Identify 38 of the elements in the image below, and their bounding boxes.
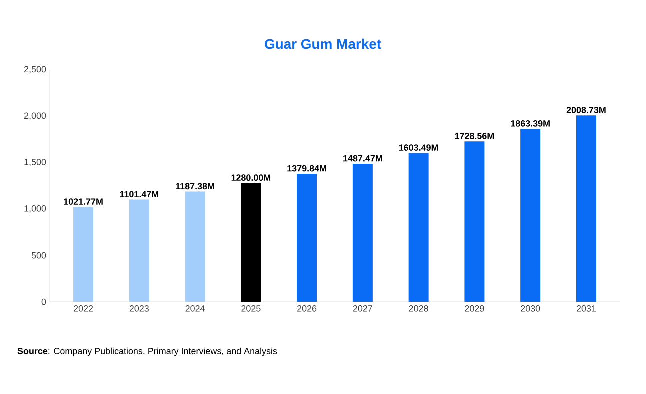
chart-title: Guar Gum Market xyxy=(265,38,382,50)
bar xyxy=(129,200,150,302)
text: Source: Company Publications, Primary Interviews, and Analysis xyxy=(18,348,278,356)
y-tick-label: 1,000 xyxy=(24,205,46,213)
y-tick-label: 2,500 xyxy=(24,66,46,74)
data-label: 2008.73M xyxy=(566,107,606,114)
data-label: 1379.84M xyxy=(288,165,326,172)
bar xyxy=(464,142,485,302)
bar xyxy=(520,129,541,302)
data-label: 1863.39M xyxy=(511,120,550,127)
y-tick-label: 500 xyxy=(32,252,46,259)
y-tick-label: 1,500 xyxy=(24,159,46,166)
bar xyxy=(241,183,262,302)
bar xyxy=(297,174,318,302)
data-label: 1021.77M xyxy=(64,198,103,205)
bar xyxy=(74,207,94,302)
x-tick-label: 2027 xyxy=(353,306,372,312)
x-tick-label: 2023 xyxy=(130,306,149,312)
bar xyxy=(352,164,373,302)
x-tick-label: 2031 xyxy=(576,306,596,312)
bar xyxy=(408,153,429,302)
x-tick-label: 2030 xyxy=(521,306,540,312)
y-tick-label: 2,000 xyxy=(24,112,46,120)
x-tick-label: 2022 xyxy=(74,306,94,312)
y-tick-label: 0 xyxy=(42,298,46,306)
data-label: 1487.47M xyxy=(344,155,382,162)
data-label: 1603.49M xyxy=(399,144,438,151)
data-label: 1728.56M xyxy=(455,133,494,140)
x-tick-label: 2028 xyxy=(409,306,428,312)
x-tick-label: 2029 xyxy=(465,306,484,312)
x-tick-label: 2025 xyxy=(242,306,261,312)
bar xyxy=(185,192,206,302)
data-label: 1187.38M xyxy=(176,183,214,190)
x-tick-label: 2024 xyxy=(186,306,205,312)
data-label: 1280.00M xyxy=(232,174,271,182)
x-tick-label: 2026 xyxy=(298,306,317,312)
bar xyxy=(576,116,596,302)
data-label: 1101.47M xyxy=(120,191,159,198)
